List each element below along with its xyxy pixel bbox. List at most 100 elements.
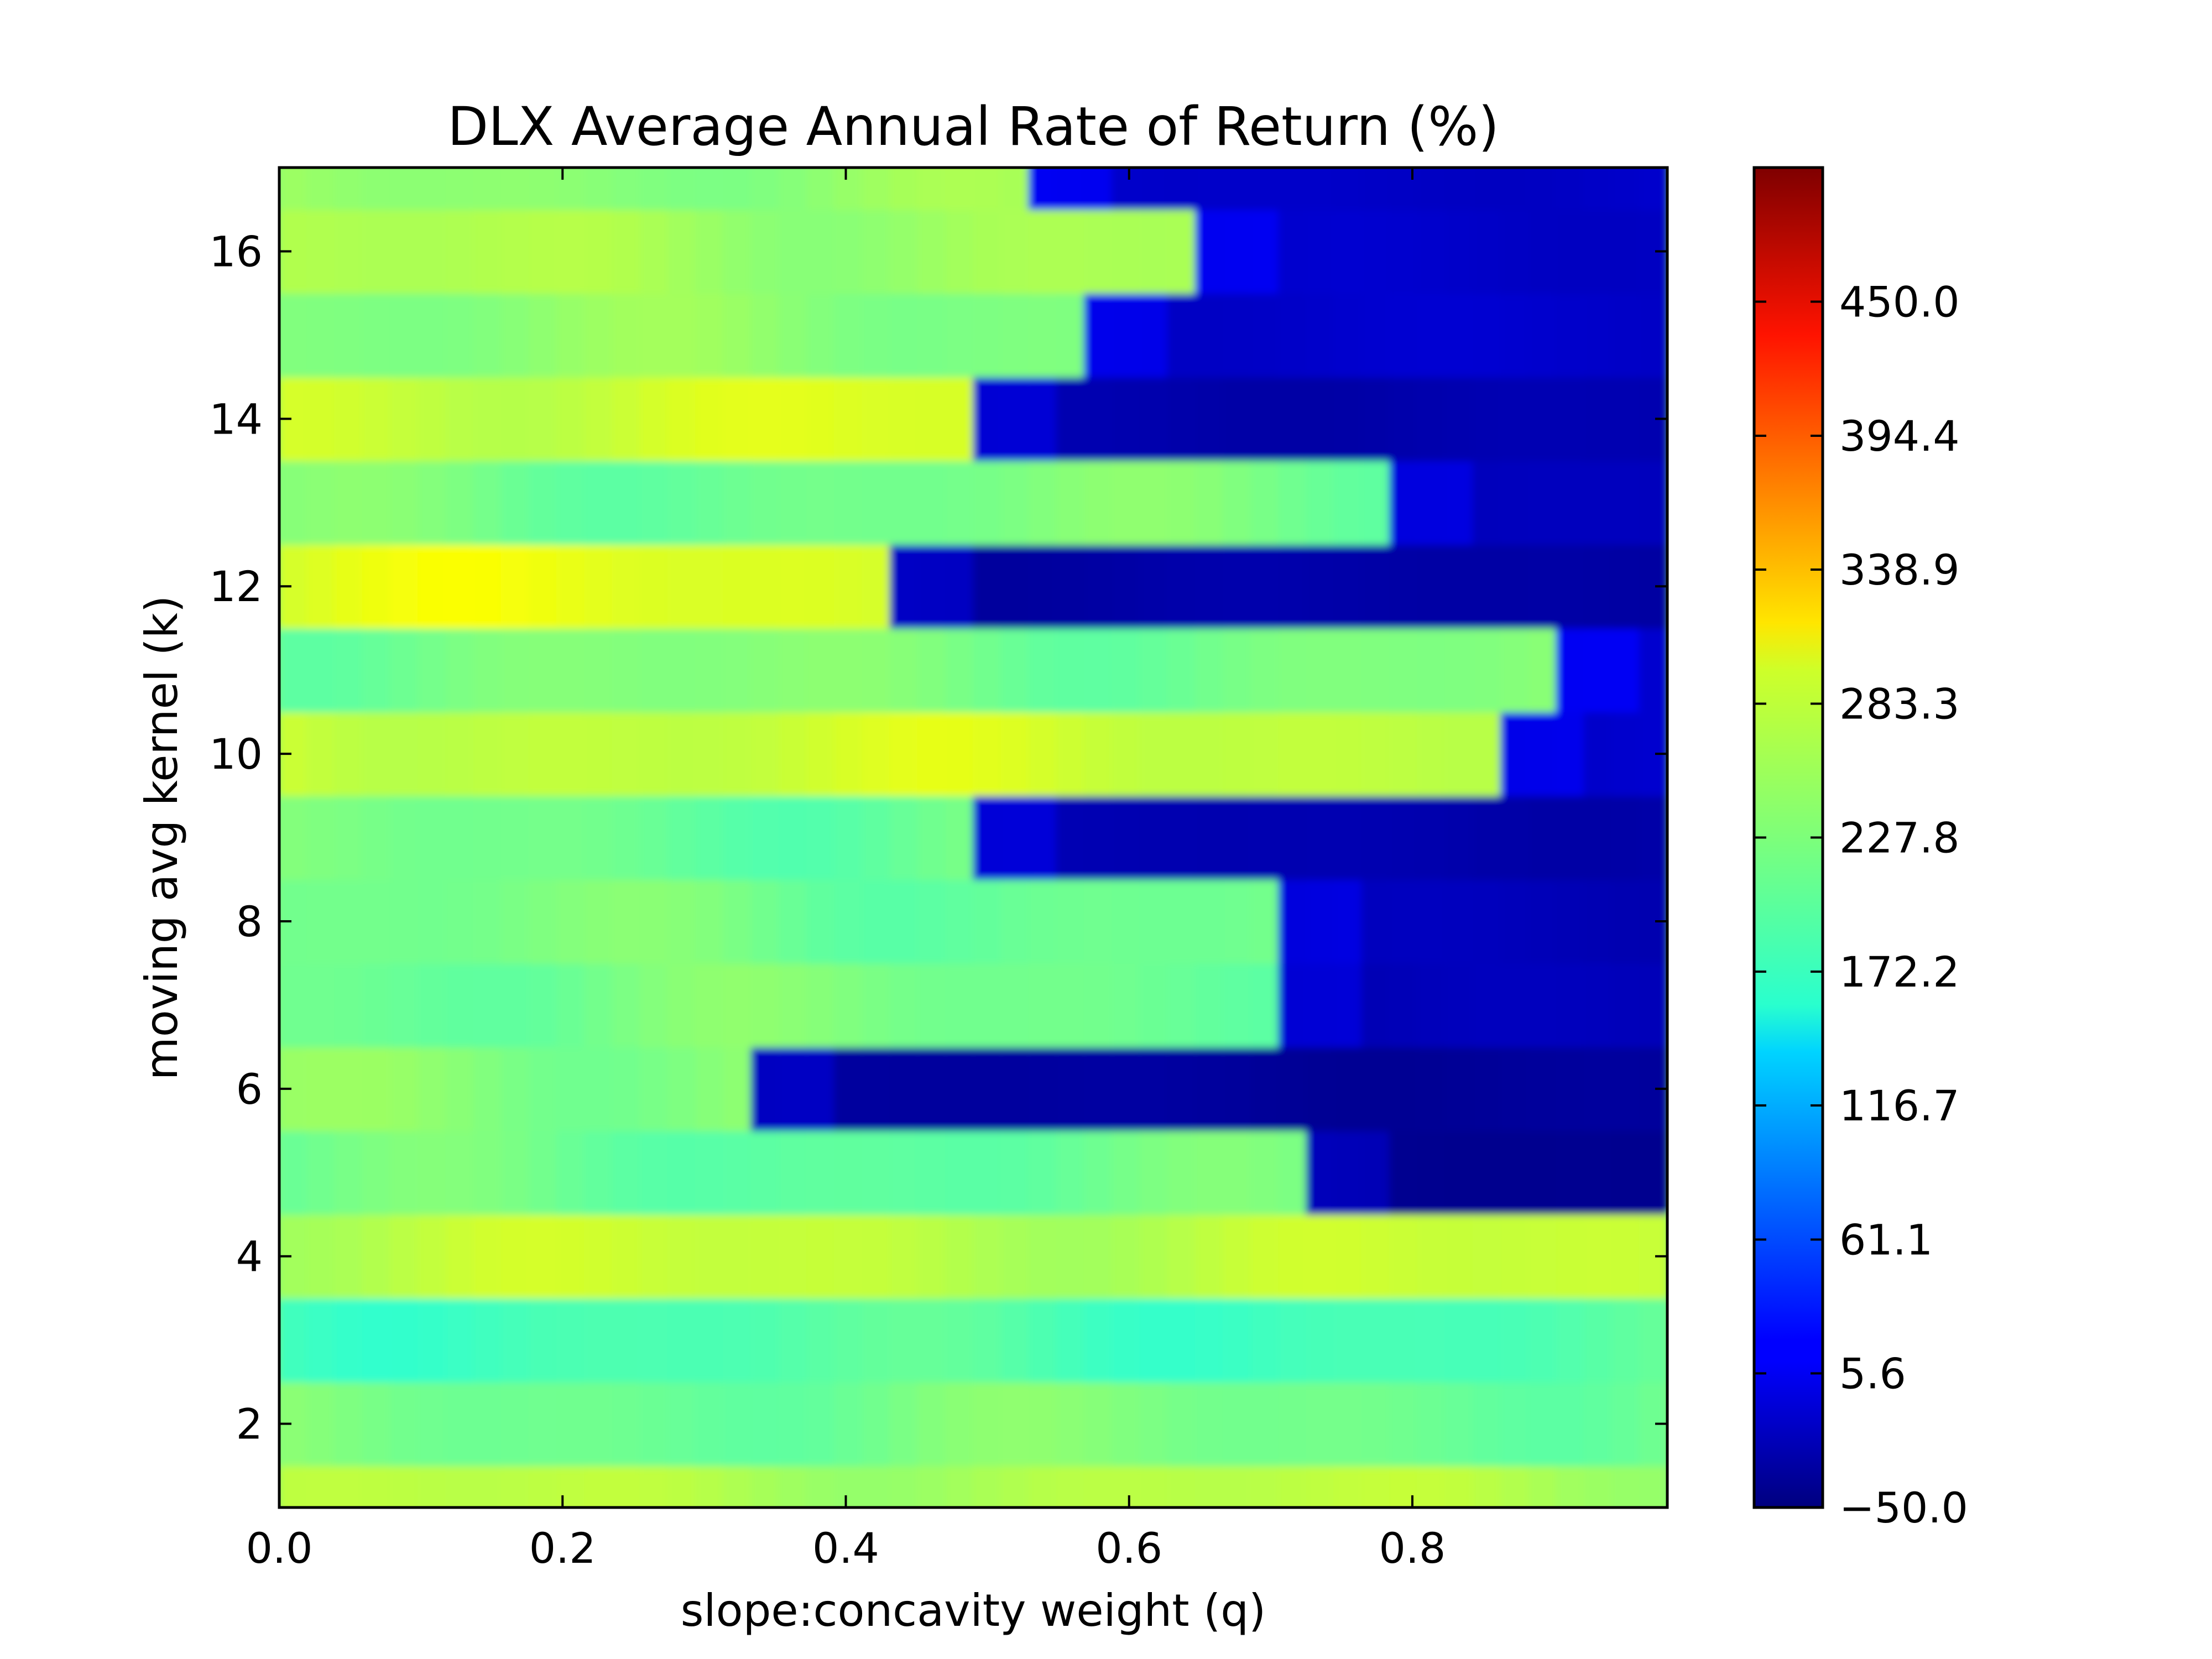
heatmap-cell <box>1556 1465 1585 1507</box>
heatmap-cell <box>945 1046 974 1131</box>
heatmap-cell <box>362 1130 391 1215</box>
heatmap-cell <box>1112 795 1141 880</box>
heatmap-cell <box>1444 1297 1474 1383</box>
colorbar-tick-label: 5.6 <box>1839 1349 1906 1399</box>
heatmap-cell <box>1500 1046 1529 1131</box>
heatmap-cell <box>1083 1213 1113 1299</box>
heatmap-cell <box>445 627 474 713</box>
heatmap-cell <box>917 711 946 796</box>
heatmap-cell <box>1417 627 1446 713</box>
heatmap-cell <box>334 795 363 880</box>
heatmap-cell <box>806 795 835 880</box>
heatmap-cell <box>862 1297 891 1383</box>
heatmap-cell <box>1500 208 1529 294</box>
heatmap-cell <box>1112 1130 1141 1215</box>
heatmap-cell <box>389 627 419 713</box>
heatmap-cell <box>750 460 780 545</box>
heatmap-cell <box>473 544 502 629</box>
heatmap-cell <box>389 376 419 462</box>
heatmap-cell <box>1250 1213 1280 1299</box>
heatmap-cell <box>500 962 530 1048</box>
heatmap-cell <box>862 460 891 545</box>
heatmap-cell <box>1583 795 1613 880</box>
heatmap-cell <box>1000 168 1030 210</box>
heatmap-cell <box>500 1465 530 1507</box>
heatmap-cell <box>1528 1130 1557 1215</box>
heatmap-cell <box>945 879 974 964</box>
heatmap-cell <box>584 879 613 964</box>
heatmap-cell <box>418 795 447 880</box>
heatmap-cell <box>1278 795 1307 880</box>
heatmap-cell <box>1083 711 1113 796</box>
heatmap-cell <box>1222 1046 1251 1131</box>
heatmap-cell <box>445 1213 474 1299</box>
heatmap-cell <box>1222 1297 1251 1383</box>
heatmap-cell <box>723 1297 752 1383</box>
heatmap-cell <box>1361 962 1390 1048</box>
heatmap-cell <box>1611 376 1640 462</box>
heatmap-cell <box>1083 460 1113 545</box>
heatmap-cell <box>1056 1465 1085 1507</box>
heatmap-cell <box>917 293 946 378</box>
heatmap-cell <box>945 795 974 880</box>
heatmap-cell <box>1583 1130 1613 1215</box>
heatmap-cell <box>945 1213 974 1299</box>
heatmap-cell <box>1306 879 1335 964</box>
heatmap-cell <box>279 627 308 713</box>
heatmap-cell <box>612 460 641 545</box>
heatmap-cell <box>695 1213 724 1299</box>
heatmap-cell <box>1250 962 1280 1048</box>
colorbar-ticks: −50.0 5.6 61.1 116.7 172.2 227.8 283.3 338.9 394… <box>1754 277 1968 1532</box>
heatmap-cell <box>556 293 586 378</box>
heatmap-cell <box>1556 168 1585 210</box>
heatmap-cell <box>1472 293 1501 378</box>
heatmap-cell <box>612 795 641 880</box>
heatmap-cell <box>862 879 891 964</box>
chart-title: DLX Average Annual Rate of Return (%) <box>447 96 1499 158</box>
heatmap-cell <box>445 962 474 1048</box>
heatmap-cell <box>1222 962 1251 1048</box>
heatmap-cell <box>1194 1130 1224 1215</box>
heatmap-cell <box>889 627 919 713</box>
heatmap-cell <box>279 460 308 545</box>
heatmap-cell <box>1250 1381 1280 1467</box>
heatmap-cell <box>1194 208 1224 294</box>
colorbar-tick-label: 227.8 <box>1839 813 1960 863</box>
heatmap-cell <box>612 1130 641 1215</box>
heatmap-cell <box>1333 293 1363 378</box>
heatmap-cell <box>1278 293 1307 378</box>
heatmap-cell <box>1500 879 1529 964</box>
heatmap-cell <box>1444 962 1474 1048</box>
heatmap-cell <box>1083 1046 1113 1131</box>
heatmap-cell <box>445 879 474 964</box>
heatmap-cell <box>473 293 502 378</box>
heatmap-cell <box>834 711 863 796</box>
heatmap-cell <box>1333 879 1363 964</box>
heatmap-cell <box>1361 1130 1390 1215</box>
heatmap-cell <box>973 627 1002 713</box>
heatmap-cell <box>1556 627 1585 713</box>
heatmap-cell <box>473 795 502 880</box>
heatmap-cell <box>1528 879 1557 964</box>
colorbar-tick-label: 394.4 <box>1839 411 1960 461</box>
heatmap-cell <box>279 962 308 1048</box>
heatmap-cell <box>362 1297 391 1383</box>
heatmap-cell <box>1556 1130 1585 1215</box>
heatmap-cell <box>1472 1465 1501 1507</box>
heatmap-cell <box>1194 293 1224 378</box>
heatmap-cell <box>279 1297 308 1383</box>
heatmap-cell <box>1056 208 1085 294</box>
heatmap-cell <box>1472 376 1501 462</box>
heatmap-cell <box>889 208 919 294</box>
heatmap-cell <box>1417 293 1446 378</box>
heatmap-cell <box>695 376 724 462</box>
heatmap-cell <box>1472 168 1501 210</box>
heatmap-cell <box>1472 711 1501 796</box>
heatmap-cell <box>1500 627 1529 713</box>
heatmap-cell <box>1083 376 1113 462</box>
heatmap-cell <box>862 1130 891 1215</box>
heatmap-cell <box>750 627 780 713</box>
heatmap-cell <box>1639 168 1667 210</box>
heatmap-cell <box>1444 376 1474 462</box>
heatmap-cell <box>1167 1465 1196 1507</box>
